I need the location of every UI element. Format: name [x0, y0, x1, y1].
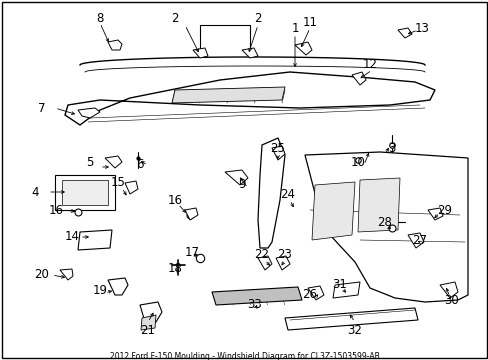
Text: 17: 17 [184, 247, 199, 260]
Text: 27: 27 [412, 234, 427, 247]
Text: 33: 33 [247, 298, 262, 311]
Polygon shape [305, 152, 467, 302]
Polygon shape [242, 48, 258, 58]
Text: 19: 19 [92, 284, 107, 297]
Text: 3: 3 [387, 141, 395, 154]
Polygon shape [407, 233, 423, 248]
Text: 20: 20 [35, 269, 49, 282]
Text: 18: 18 [167, 261, 182, 274]
Text: 22: 22 [254, 248, 269, 261]
Polygon shape [271, 146, 285, 160]
Polygon shape [125, 181, 138, 194]
Text: 6: 6 [136, 158, 143, 171]
Polygon shape [108, 278, 128, 295]
Text: 8: 8 [96, 12, 103, 24]
Polygon shape [275, 256, 289, 270]
Polygon shape [105, 156, 122, 168]
Text: 2: 2 [171, 12, 179, 24]
Text: 16: 16 [167, 194, 182, 207]
Text: 24: 24 [280, 189, 295, 202]
Text: 16: 16 [48, 203, 63, 216]
Polygon shape [258, 256, 271, 270]
Polygon shape [258, 138, 285, 248]
Polygon shape [351, 72, 365, 85]
Polygon shape [212, 287, 302, 305]
Text: 30: 30 [444, 293, 458, 306]
Text: 4: 4 [31, 185, 39, 198]
Text: 5: 5 [86, 157, 94, 170]
Text: 32: 32 [347, 324, 362, 337]
Polygon shape [285, 308, 417, 330]
Text: 2: 2 [254, 12, 261, 24]
Text: 14: 14 [64, 230, 80, 243]
Polygon shape [60, 269, 73, 280]
Polygon shape [357, 178, 399, 232]
Text: 21: 21 [140, 324, 155, 337]
Polygon shape [193, 48, 207, 58]
Polygon shape [140, 302, 162, 322]
Text: 15: 15 [110, 176, 125, 189]
Polygon shape [108, 40, 122, 50]
Text: 26: 26 [302, 288, 317, 302]
Polygon shape [184, 208, 198, 220]
Polygon shape [62, 180, 108, 205]
Polygon shape [332, 282, 359, 298]
Polygon shape [65, 72, 434, 125]
Text: 13: 13 [414, 22, 428, 35]
Text: 2012 Ford F-150 Moulding - Windshield Diagram for CL3Z-1503599-AB: 2012 Ford F-150 Moulding - Windshield Di… [109, 352, 379, 360]
Polygon shape [311, 182, 354, 240]
Polygon shape [427, 208, 442, 220]
Polygon shape [307, 286, 324, 300]
Polygon shape [439, 282, 457, 298]
Polygon shape [397, 28, 411, 38]
Polygon shape [294, 42, 311, 55]
Text: 31: 31 [332, 279, 347, 292]
Text: 12: 12 [362, 58, 377, 72]
Text: 29: 29 [437, 203, 451, 216]
Polygon shape [55, 175, 115, 210]
Text: 1: 1 [291, 22, 298, 35]
Polygon shape [78, 230, 112, 250]
Polygon shape [172, 87, 285, 103]
Polygon shape [141, 315, 156, 330]
Polygon shape [224, 170, 247, 185]
Polygon shape [78, 108, 100, 118]
Text: 23: 23 [277, 248, 292, 261]
Text: 25: 25 [270, 141, 285, 154]
Text: 28: 28 [377, 216, 392, 229]
Text: 11: 11 [302, 15, 317, 28]
Text: 9: 9 [238, 179, 245, 192]
Text: 7: 7 [38, 102, 46, 114]
Text: 10: 10 [350, 157, 365, 170]
